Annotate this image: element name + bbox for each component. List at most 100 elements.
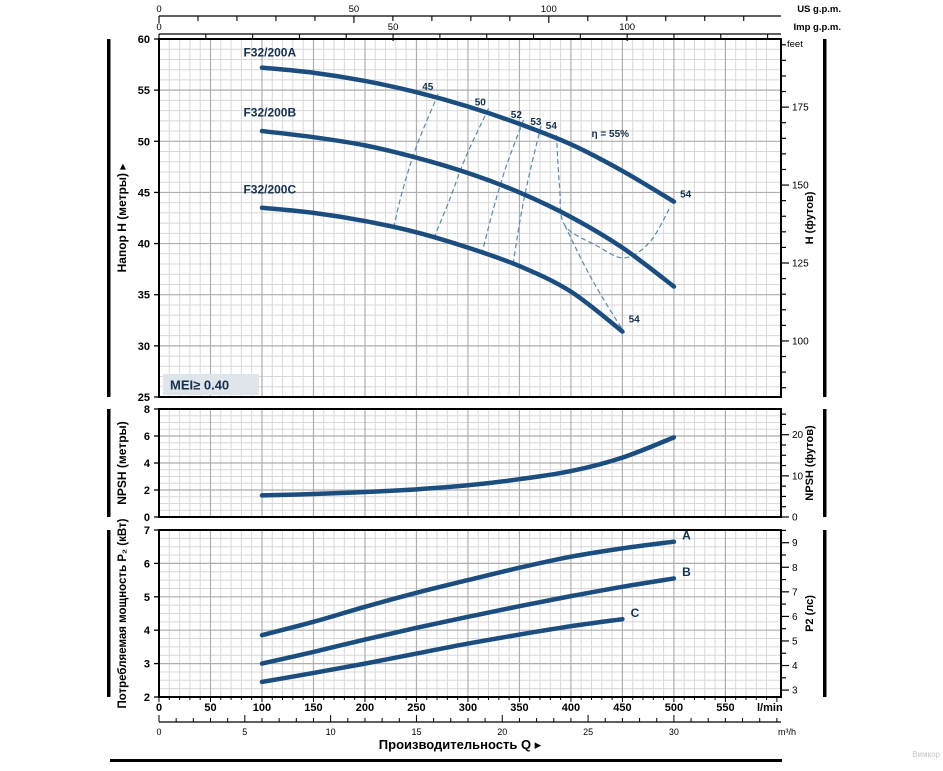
watermark: Вимкор xyxy=(912,750,940,759)
p2-grid xyxy=(159,530,781,697)
curve-label-B: B xyxy=(682,565,691,579)
left-tick-label: 3 xyxy=(144,659,150,671)
right-tick-label: 175 xyxy=(792,103,809,114)
left-tick-label: 40 xyxy=(138,239,150,251)
y-axis-title-left: Потребляемая мощность P₂ (кВт) xyxy=(117,518,129,708)
npsh-grid xyxy=(159,409,781,517)
curve-C xyxy=(259,616,625,685)
left-tick-label: 6 xyxy=(144,558,150,570)
right-tick-label: 125 xyxy=(792,259,809,270)
left-tick-label: 2 xyxy=(144,692,150,704)
right-tick-label: 150 xyxy=(792,181,809,192)
curve-label-F32-200A: F32/200A xyxy=(243,45,296,59)
tick-label: 15 xyxy=(411,727,421,737)
left-tick-label: 0 xyxy=(144,512,150,524)
tick-label: 100 xyxy=(619,22,635,33)
tick-label: 20 xyxy=(497,727,507,737)
npsh-panel: 0 2 4 6 8 0 10 20 NPSH (метры) NPSH (футов) xyxy=(107,404,827,524)
y-axis-title-right: Н (футов) xyxy=(804,191,816,244)
right-accent-bar xyxy=(823,530,827,697)
p2-panel: 2 3 4 5 6 7 3 4 5 6 7 8 9 A B C Потребляемая мощность P₂… xyxy=(107,518,827,709)
left-accent-bar xyxy=(107,39,111,397)
efficiency-label: 50 xyxy=(475,97,487,108)
efficiency-line-54 xyxy=(555,135,672,259)
left-accent-bar xyxy=(107,409,111,517)
tick-label: 25 xyxy=(583,727,593,737)
tick-label: 0 xyxy=(156,727,161,737)
tick-label: 150 xyxy=(304,702,322,714)
tick-label: 0 xyxy=(156,22,161,33)
mei-badge-bg xyxy=(163,374,259,395)
left-tick-label: 4 xyxy=(144,625,151,637)
tick-label: 200 xyxy=(356,702,374,714)
tick-label: 450 xyxy=(613,702,631,714)
left-tick-label: 8 xyxy=(144,404,150,416)
right-tick-label: 8 xyxy=(792,563,798,574)
bottom-accent-bar xyxy=(110,759,782,762)
annotation-label: η = 55% xyxy=(592,129,630,140)
tick-label: 100 xyxy=(541,4,557,15)
right-accent-bar xyxy=(823,39,827,397)
efficiency-line-50 xyxy=(434,108,490,236)
right-tick-label: 20 xyxy=(792,430,804,441)
tick-label: 250 xyxy=(407,702,425,714)
curve-F32-200A xyxy=(259,65,677,204)
curve-label-C: C xyxy=(631,606,640,620)
tick-label: 50 xyxy=(388,22,399,33)
head-frame xyxy=(158,38,782,398)
right-tick-label: 9 xyxy=(792,538,798,549)
left-tick-label: 2 xyxy=(144,485,150,497)
tick-label: 500 xyxy=(665,702,683,714)
right-tick-label: 5 xyxy=(792,636,798,647)
imp-gpm-axis: 0 50 100 Imp g.p.m. xyxy=(156,22,841,41)
left-tick-label: 60 xyxy=(138,34,150,46)
m3h-axis: 0 5 10 15 20 25 30 m³/h xyxy=(156,715,796,737)
curve-label-F32-200B: F32/200B xyxy=(243,106,296,120)
right-tick-label: 0 xyxy=(792,513,798,524)
curve-NPSH xyxy=(259,435,677,498)
right-accent-bar xyxy=(823,409,827,517)
tick-label: 300 xyxy=(459,702,477,714)
tick-label: 10 xyxy=(326,727,336,737)
y-axis-title-left: Напор H (метры) ▸ xyxy=(115,164,129,273)
left-tick-label: 7 xyxy=(144,525,150,537)
efficiency-label: 54 xyxy=(546,121,558,132)
left-tick-label: 6 xyxy=(144,431,150,443)
left-accent-bar xyxy=(107,530,111,697)
tick-label: 5 xyxy=(242,727,247,737)
curve-B xyxy=(259,576,677,666)
left-tick-label: 45 xyxy=(138,187,150,199)
left-tick-label: 30 xyxy=(138,341,150,353)
tick-label: 0 xyxy=(156,4,161,15)
y-axis-title-right: P2 (лс) xyxy=(804,595,816,632)
right-axis-unit: feet xyxy=(787,39,803,50)
left-tick-label: 25 xyxy=(138,392,150,404)
right-tick-label: 4 xyxy=(792,661,798,672)
right-tick-label: 10 xyxy=(792,471,804,482)
y-axis-title-right: NPSH (футов) xyxy=(804,425,816,501)
right-tick-label: 6 xyxy=(792,612,798,623)
efficiency-line-53 xyxy=(512,125,542,264)
curve-F32-200C xyxy=(259,205,625,334)
efficiency-label: 53 xyxy=(530,117,542,128)
left-tick-label: 5 xyxy=(144,592,150,604)
left-tick-label: 35 xyxy=(138,290,150,302)
mei-badge-label: MEI≥ 0.40 xyxy=(170,378,229,393)
tick-label: 550 xyxy=(716,702,734,714)
annotation-label: 54 xyxy=(680,190,692,201)
efficiency-label: 45 xyxy=(422,82,434,93)
axis-unit-label: m³/h xyxy=(778,727,796,737)
tick-label: 350 xyxy=(510,702,528,714)
left-tick-label: 50 xyxy=(138,136,150,148)
axis-unit-label: Imp g.p.m. xyxy=(794,22,842,33)
tick-label: 100 xyxy=(253,702,271,714)
efficiency-line-45 xyxy=(393,94,439,228)
efficiency-label: 52 xyxy=(511,110,523,121)
us-gpm-axis: 0 50 100 US g.p.m. xyxy=(156,4,841,23)
tick-label: 50 xyxy=(204,702,216,714)
annotation-label: 54 xyxy=(629,314,641,325)
right-tick-label: 7 xyxy=(792,587,798,598)
tick-label: 50 xyxy=(349,4,360,15)
